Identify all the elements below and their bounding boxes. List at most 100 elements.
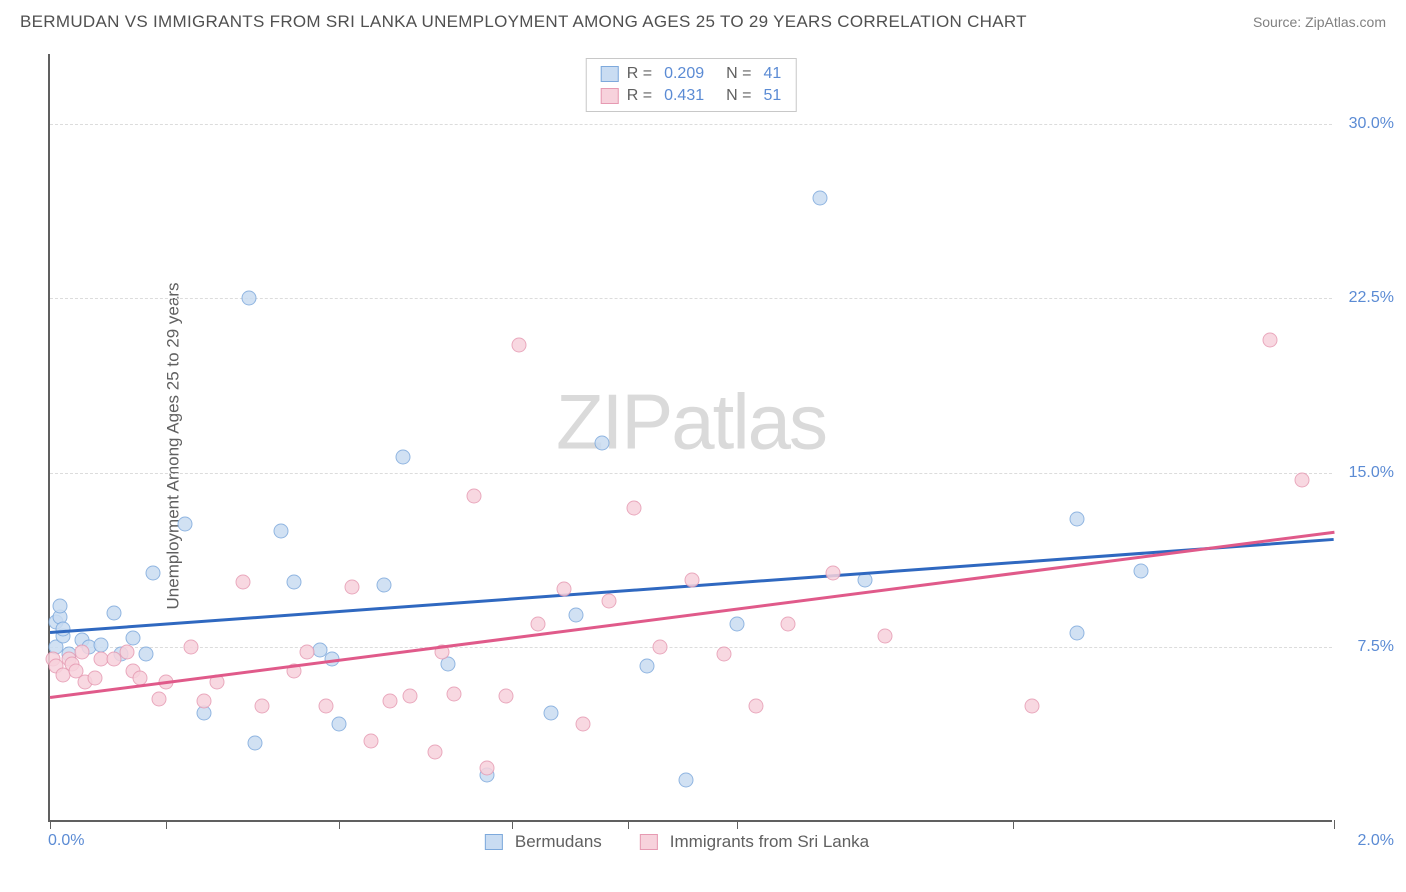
data-point: [569, 607, 584, 622]
data-point: [197, 693, 212, 708]
data-point: [640, 659, 655, 674]
x-tick: [737, 820, 738, 829]
data-point: [530, 617, 545, 632]
legend-n-value: 51: [763, 87, 781, 105]
data-point: [447, 687, 462, 702]
data-point: [685, 572, 700, 587]
data-point: [627, 500, 642, 515]
data-point: [364, 733, 379, 748]
legend-series-label: Bermudans: [515, 832, 602, 852]
data-point: [678, 773, 693, 788]
legend-top: R = 0.209 N = 41 R = 0.431 N = 51: [586, 58, 797, 112]
data-point: [299, 645, 314, 660]
data-point: [826, 565, 841, 580]
data-point: [1070, 626, 1085, 641]
x-tick: [1334, 820, 1335, 829]
data-point: [402, 689, 417, 704]
x-tick: [512, 820, 513, 829]
trend-line: [50, 531, 1334, 699]
data-point: [1134, 563, 1149, 578]
data-point: [575, 717, 590, 732]
data-point: [813, 191, 828, 206]
plot-area: ZIPatlas R =0.209N =41R =0.431N =51 7.5%…: [48, 54, 1332, 822]
data-point: [75, 645, 90, 660]
legend-swatch: [601, 66, 619, 82]
gridline: [50, 473, 1332, 474]
data-point: [126, 631, 141, 646]
legend-series-label: Immigrants from Sri Lanka: [670, 832, 869, 852]
data-point: [286, 575, 301, 590]
data-point: [543, 705, 558, 720]
data-point: [396, 449, 411, 464]
data-point: [781, 617, 796, 632]
source-label: Source: ZipAtlas.com: [1253, 14, 1386, 30]
x-tick: [50, 820, 51, 829]
data-point: [1070, 512, 1085, 527]
data-point: [87, 670, 102, 685]
data-point: [344, 579, 359, 594]
legend-n-value: 41: [763, 65, 781, 83]
chart-container: ZIPatlas R =0.209N =41R =0.431N =51 7.5%…: [48, 54, 1332, 822]
data-point: [145, 565, 160, 580]
data-point: [242, 291, 257, 306]
x-tick-label-max: 2.0%: [1358, 832, 1394, 850]
data-point: [94, 638, 109, 653]
data-point: [331, 717, 346, 732]
data-point: [1262, 333, 1277, 348]
data-point: [498, 689, 513, 704]
data-point: [376, 577, 391, 592]
data-point: [652, 640, 667, 655]
x-tick: [166, 820, 167, 829]
chart-title: BERMUDAN VS IMMIGRANTS FROM SRI LANKA UN…: [20, 12, 1027, 32]
legend-bottom: Bermudans Immigrants from Sri Lanka: [485, 832, 895, 852]
data-point: [248, 735, 263, 750]
legend-r-label: R =: [627, 87, 652, 105]
x-tick-label-min: 0.0%: [48, 832, 84, 850]
data-point: [556, 582, 571, 597]
data-point: [52, 598, 67, 613]
y-tick-label: 30.0%: [1349, 115, 1394, 133]
data-point: [749, 698, 764, 713]
y-tick-label: 15.0%: [1349, 464, 1394, 482]
data-point: [139, 647, 154, 662]
data-point: [120, 645, 135, 660]
legend-r-value: 0.431: [664, 87, 704, 105]
legend-row: R = 0.431 N = 51: [601, 85, 782, 107]
x-tick: [1013, 820, 1014, 829]
data-point: [319, 698, 334, 713]
data-point: [274, 524, 289, 539]
data-point: [466, 489, 481, 504]
legend-row: R = 0.209 N = 41: [601, 63, 782, 85]
data-point: [511, 337, 526, 352]
data-point: [428, 745, 443, 760]
data-point: [717, 647, 732, 662]
data-point: [235, 575, 250, 590]
watermark: ZIPatlas: [556, 376, 826, 467]
data-point: [877, 628, 892, 643]
legend-swatch: [601, 88, 619, 104]
data-point: [595, 435, 610, 450]
data-point: [152, 691, 167, 706]
y-tick-label: 7.5%: [1358, 638, 1394, 656]
data-point: [107, 605, 122, 620]
data-point: [479, 761, 494, 776]
legend-n-label: N =: [726, 87, 751, 105]
legend-r-value: 0.209: [664, 65, 704, 83]
data-point: [383, 693, 398, 708]
data-point: [1025, 698, 1040, 713]
y-tick-label: 22.5%: [1349, 289, 1394, 307]
x-tick: [628, 820, 629, 829]
x-tick: [339, 820, 340, 829]
legend-swatch: [640, 834, 658, 850]
data-point: [1294, 472, 1309, 487]
data-point: [601, 593, 616, 608]
gridline: [50, 647, 1332, 648]
legend-r-label: R =: [627, 65, 652, 83]
data-point: [184, 640, 199, 655]
data-point: [177, 517, 192, 532]
data-point: [254, 698, 269, 713]
legend-swatch: [485, 834, 503, 850]
legend-n-label: N =: [726, 65, 751, 83]
gridline: [50, 124, 1332, 125]
data-point: [729, 617, 744, 632]
